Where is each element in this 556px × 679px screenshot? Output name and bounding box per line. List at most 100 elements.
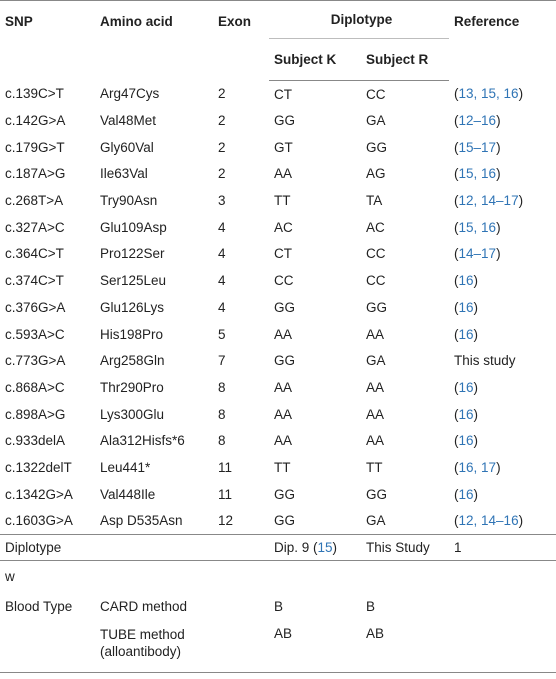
snp-cell: c.933delA [5,433,66,449]
reference-link[interactable]: 13, 15, 16 [458,86,519,102]
table-row: c.139C>T Arg47Cys 2 CT CC (13, 15, 16) [0,81,556,108]
table-row: c.1342G>A Val448Ile 11 GG GG (16) [0,481,556,508]
subject-r-cell: CC [366,86,386,102]
reference-cell: (12, 14–17) [454,193,524,209]
snp-cell: c.1603G>A [5,513,73,529]
table-row: c.1322delT Leu441* 11 TT TT (16, 17) [0,454,556,481]
snp-cell: c.376G>A [5,299,66,315]
reference-cell: (16) [454,326,479,342]
reference-link[interactable]: 16 [458,486,474,502]
reference-link[interactable]: 15–17 [458,139,497,155]
subject-k-cell: TT [274,459,291,475]
reference-link[interactable]: 12, 14–16 [458,513,519,529]
reference-cell: (16) [454,406,479,422]
reference-cell: (16) [454,486,479,502]
table-row: c.327A>C Glu109Asp 4 AC AC (15, 16) [0,214,556,241]
amino-acid-cell: Ala312Hisfs*6 [100,433,185,449]
subject-k-cell: GG [274,513,296,529]
reference-cell: (13, 15, 16) [454,86,524,102]
table-row: c.933delA Ala312Hisfs*6 8 AA AA (16) [0,427,556,454]
subject-r-cell: AA [366,326,385,342]
w-label: w [0,559,95,594]
subject-r-cell: GA [366,353,386,369]
reference-link[interactable]: 16 [458,433,474,449]
reference-link[interactable]: 16 [458,299,474,315]
snp-cell: c.142G>A [5,113,66,129]
reference-link[interactable]: 16 [458,379,474,395]
table-row: c.364C>T Pro122Ser 4 CT CC (14–17) [0,241,556,268]
subject-k-cell: CT [274,86,292,102]
amino-acid-cell: Glu126Lys [100,299,165,315]
reference-link[interactable]: 14–17 [458,246,497,262]
amino-acid-cell: Ile63Val [100,166,148,182]
amino-acid-cell: His198Pro [100,326,164,342]
snp-cell: c.1342G>A [5,486,73,502]
table-row: c.142G>A Val48Met 2 GG GA (12–16) [0,107,556,134]
subject-r-cell: AA [366,379,385,395]
reference-link[interactable]: 16 [458,326,474,342]
exon-cell: 2 [218,139,226,155]
amino-acid-cell: Try90Asn [100,193,158,209]
card-subject-k: B [274,599,284,615]
reference-link[interactable]: 16, 17 [458,459,497,475]
table-row: c.773G>A Arg258Gln 7 GG GA This study [0,347,556,374]
subject-k-cell: GG [274,113,296,129]
table-row: c.374C>T Ser125Leu 4 CC CC (16) [0,267,556,294]
exon-cell: 11 [218,459,233,475]
subject-k-cell: AA [274,166,293,182]
amino-acid-cell: Gly60Val [100,139,154,155]
subject-r-cell: GA [366,513,386,529]
exon-cell: 2 [218,166,226,182]
exon-cell: 5 [218,326,226,342]
amino-acid-cell: Arg47Cys [100,86,160,102]
subject-r-cell: AC [366,219,385,235]
header-snp: SNP [0,0,95,81]
subject-k-cell: GG [274,486,296,502]
exon-cell: 8 [218,379,226,395]
subject-k-cell: AA [274,433,293,449]
header-exon: Exon [213,0,269,81]
reference-cell: (12–16) [454,113,501,129]
card-method-label: CARD method [100,599,188,615]
header-subject-k: Subject K [269,38,361,81]
table-row: c.1603G>A Asp D535Asn 12 GG GA (12, 14–16) [0,508,556,535]
snp-cell: c.374C>T [5,273,64,289]
amino-acid-cell: Arg258Gln [100,353,165,369]
table-row: c.593A>C His198Pro 5 AA AA (16) [0,321,556,348]
diplotype-row: Diplotype Dip. 9 (15) This Study 1 [0,533,556,561]
header-diplotype: Diplotype [269,0,450,39]
subject-k-cell: AA [274,326,293,342]
reference-cell: (16) [454,273,479,289]
header-reference: Reference [449,0,556,81]
subject-r-cell: GG [366,299,388,315]
reference-link[interactable]: 15 [317,539,333,555]
subject-r-cell: CC [366,246,386,262]
blood-type-tube-row: TUBE method (alloantibody) AB AB [0,620,556,673]
tube-subject-r: AB [361,620,450,673]
snp-cell: c.773G>A [5,353,66,369]
reference-link[interactable]: 12, 14–17 [458,193,519,209]
table-row: c.268T>A Try90Asn 3 TT TA (12, 14–17) [0,187,556,214]
reference-link[interactable]: 12–16 [458,113,497,129]
exon-cell: 4 [218,273,226,289]
reference-link[interactable]: 15, 16 [458,166,497,182]
reference-link[interactable]: 15, 16 [458,219,497,235]
subject-k-cell: GG [274,353,296,369]
amino-acid-cell: Leu441* [100,459,151,475]
exon-cell: 8 [218,433,226,449]
amino-acid-cell: Val48Met [100,113,157,129]
reference-link[interactable]: 16 [458,273,474,289]
header-subject-r: Subject R [361,38,450,81]
reference-cell: (16) [454,379,479,395]
snp-cell: c.187A>G [5,166,66,182]
subject-k-cell: AC [274,219,293,235]
reference-link[interactable]: 16 [458,406,474,422]
snp-cell: c.1322delT [5,459,72,475]
diplotype-subject-r: This Study [361,533,450,561]
exon-cell: 8 [218,406,226,422]
exon-cell: 4 [218,219,226,235]
subject-k-cell: AA [274,406,293,422]
table-row: c.868A>C Thr290Pro 8 AA AA (16) [0,374,556,401]
snp-table-body: c.139C>T Arg47Cys 2 CT CC (13, 15, 16) c.142G>… [0,81,556,535]
reference-cell: (14–17) [454,246,501,262]
